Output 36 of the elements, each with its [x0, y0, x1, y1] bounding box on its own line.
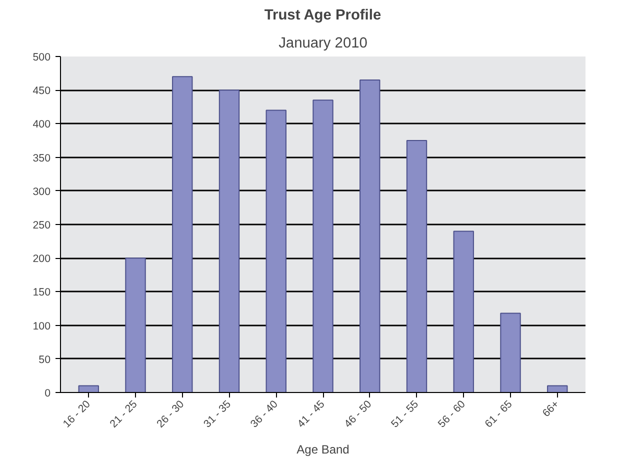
x-tick-label: 46 - 50 — [342, 398, 374, 430]
x-tick-label: 16 - 20 — [60, 398, 93, 430]
y-tick-label: 350 — [32, 152, 51, 164]
x-tick-label: 26 - 30 — [154, 398, 187, 430]
y-tick-label: 500 — [32, 52, 51, 64]
y-tick-label: 250 — [32, 220, 51, 232]
x-tick-label: 31 - 35 — [202, 398, 234, 430]
y-tick-label: 0 — [44, 388, 51, 400]
y-tick-label: 150 — [32, 286, 51, 299]
bar — [360, 80, 380, 392]
y-tick-label: 200 — [32, 253, 51, 266]
x-tick-label: 66+ — [540, 398, 562, 420]
y-tick-label: 400 — [32, 118, 51, 131]
bar — [78, 385, 99, 392]
bar — [500, 312, 521, 392]
bar — [218, 90, 240, 392]
x-tick-label: 61 - 65 — [482, 398, 515, 430]
bar — [453, 230, 474, 392]
bar — [266, 110, 286, 392]
y-tick-label: 450 — [32, 85, 51, 98]
chart-subtitle: January 2010 — [278, 36, 368, 52]
chart-title: Trust Age Profile — [264, 8, 382, 24]
y-tick-label: 300 — [32, 186, 51, 198]
x-tick-label: 51 - 55 — [389, 398, 422, 430]
x-tick-label: 36 - 40 — [248, 398, 280, 430]
y-tick-label: 100 — [32, 320, 51, 332]
bar — [125, 258, 146, 392]
bar — [172, 76, 193, 392]
y-tick-label: 50 — [38, 354, 51, 366]
x-tick-label: 21 - 25 — [108, 398, 140, 430]
x-tick-label: 56 - 60 — [436, 398, 468, 430]
bar — [312, 100, 334, 392]
x-tick-label: 41 - 45 — [295, 398, 328, 430]
bar — [547, 385, 568, 392]
bar — [406, 140, 428, 392]
x-axis-title: Age Band — [296, 442, 350, 456]
